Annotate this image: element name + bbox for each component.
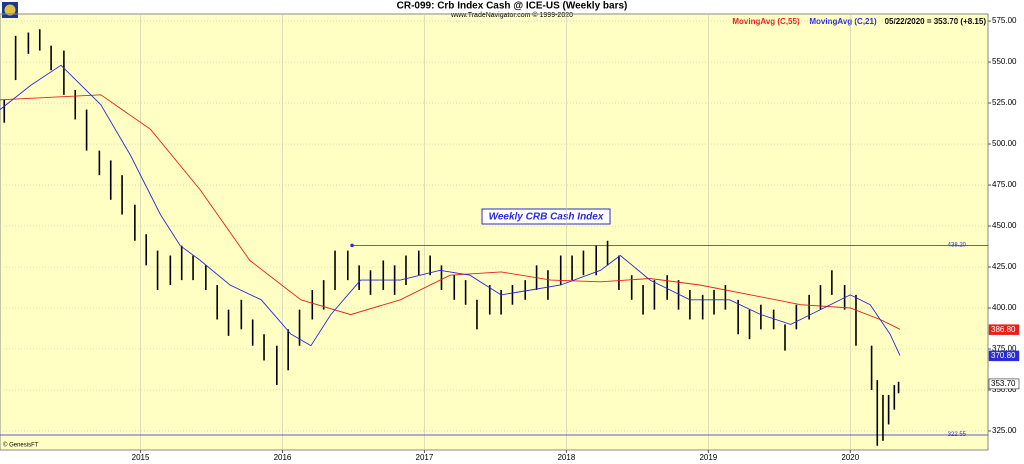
price-tag xyxy=(988,324,1020,335)
footer: © GenesisFT xyxy=(3,442,39,449)
price-tag xyxy=(988,350,1020,362)
y-tick-label: 325.00 xyxy=(992,426,1017,435)
plot-frame xyxy=(0,13,989,451)
price-tag xyxy=(988,378,1020,390)
y-tick-label: 500.00 xyxy=(992,139,1017,148)
x-tick-label: 2018 xyxy=(557,453,575,462)
x-tick-label: 2020 xyxy=(841,453,859,462)
legend-entry: MovingAvg (C,21) xyxy=(809,17,877,26)
x-tick-label: 2017 xyxy=(416,453,434,462)
y-tick-label: 525.00 xyxy=(992,98,1017,107)
moving-average-line xyxy=(0,64,901,356)
annotation: Weekly CRB Cash Index xyxy=(489,212,604,223)
logo xyxy=(2,2,18,18)
price-tag-label: 370.80 xyxy=(991,351,1016,360)
y-tick-label: 400.00 xyxy=(992,303,1017,312)
x-tick-label: 2016 xyxy=(274,453,292,462)
y-tick-label: 375.00 xyxy=(992,344,1017,353)
y-tick-label: 425.00 xyxy=(992,262,1017,271)
y-tick-label: 475.00 xyxy=(992,180,1017,189)
reference-anchor xyxy=(350,243,354,248)
x-tick-label: 2015 xyxy=(132,453,150,462)
reference-label: 322.55 xyxy=(948,432,967,438)
annotation-box xyxy=(481,208,611,225)
status-text: 05/22/2020 = 353.70 (+8.15) xyxy=(885,17,987,26)
x-tick-label: 2019 xyxy=(699,453,717,462)
plot-background xyxy=(0,14,988,450)
chart-subtitle: www.TradeNavigator.com © 1999-2020 xyxy=(450,11,573,19)
reference-label: 438.20 xyxy=(948,242,967,248)
y-tick-label: 350.00 xyxy=(992,385,1017,394)
price-tag-label: 386.80 xyxy=(991,325,1016,334)
moving-average-line xyxy=(0,94,901,330)
y-tick-label: 575.00 xyxy=(992,16,1017,25)
chart-title: CR-099: Crb Index Cash @ ICE-US (Weekly … xyxy=(397,1,628,12)
y-tick-label: 450.00 xyxy=(992,221,1017,230)
legend-entry: MovingAvg (C,55) xyxy=(732,17,800,26)
plot-layer: 325.00 350.00 375.00 400.00 425.00 450.00 475.… xyxy=(0,13,1020,462)
logo-globe xyxy=(4,4,16,16)
price-tag-label: 353.70 xyxy=(991,379,1016,388)
y-tick-label: 550.00 xyxy=(992,57,1017,66)
